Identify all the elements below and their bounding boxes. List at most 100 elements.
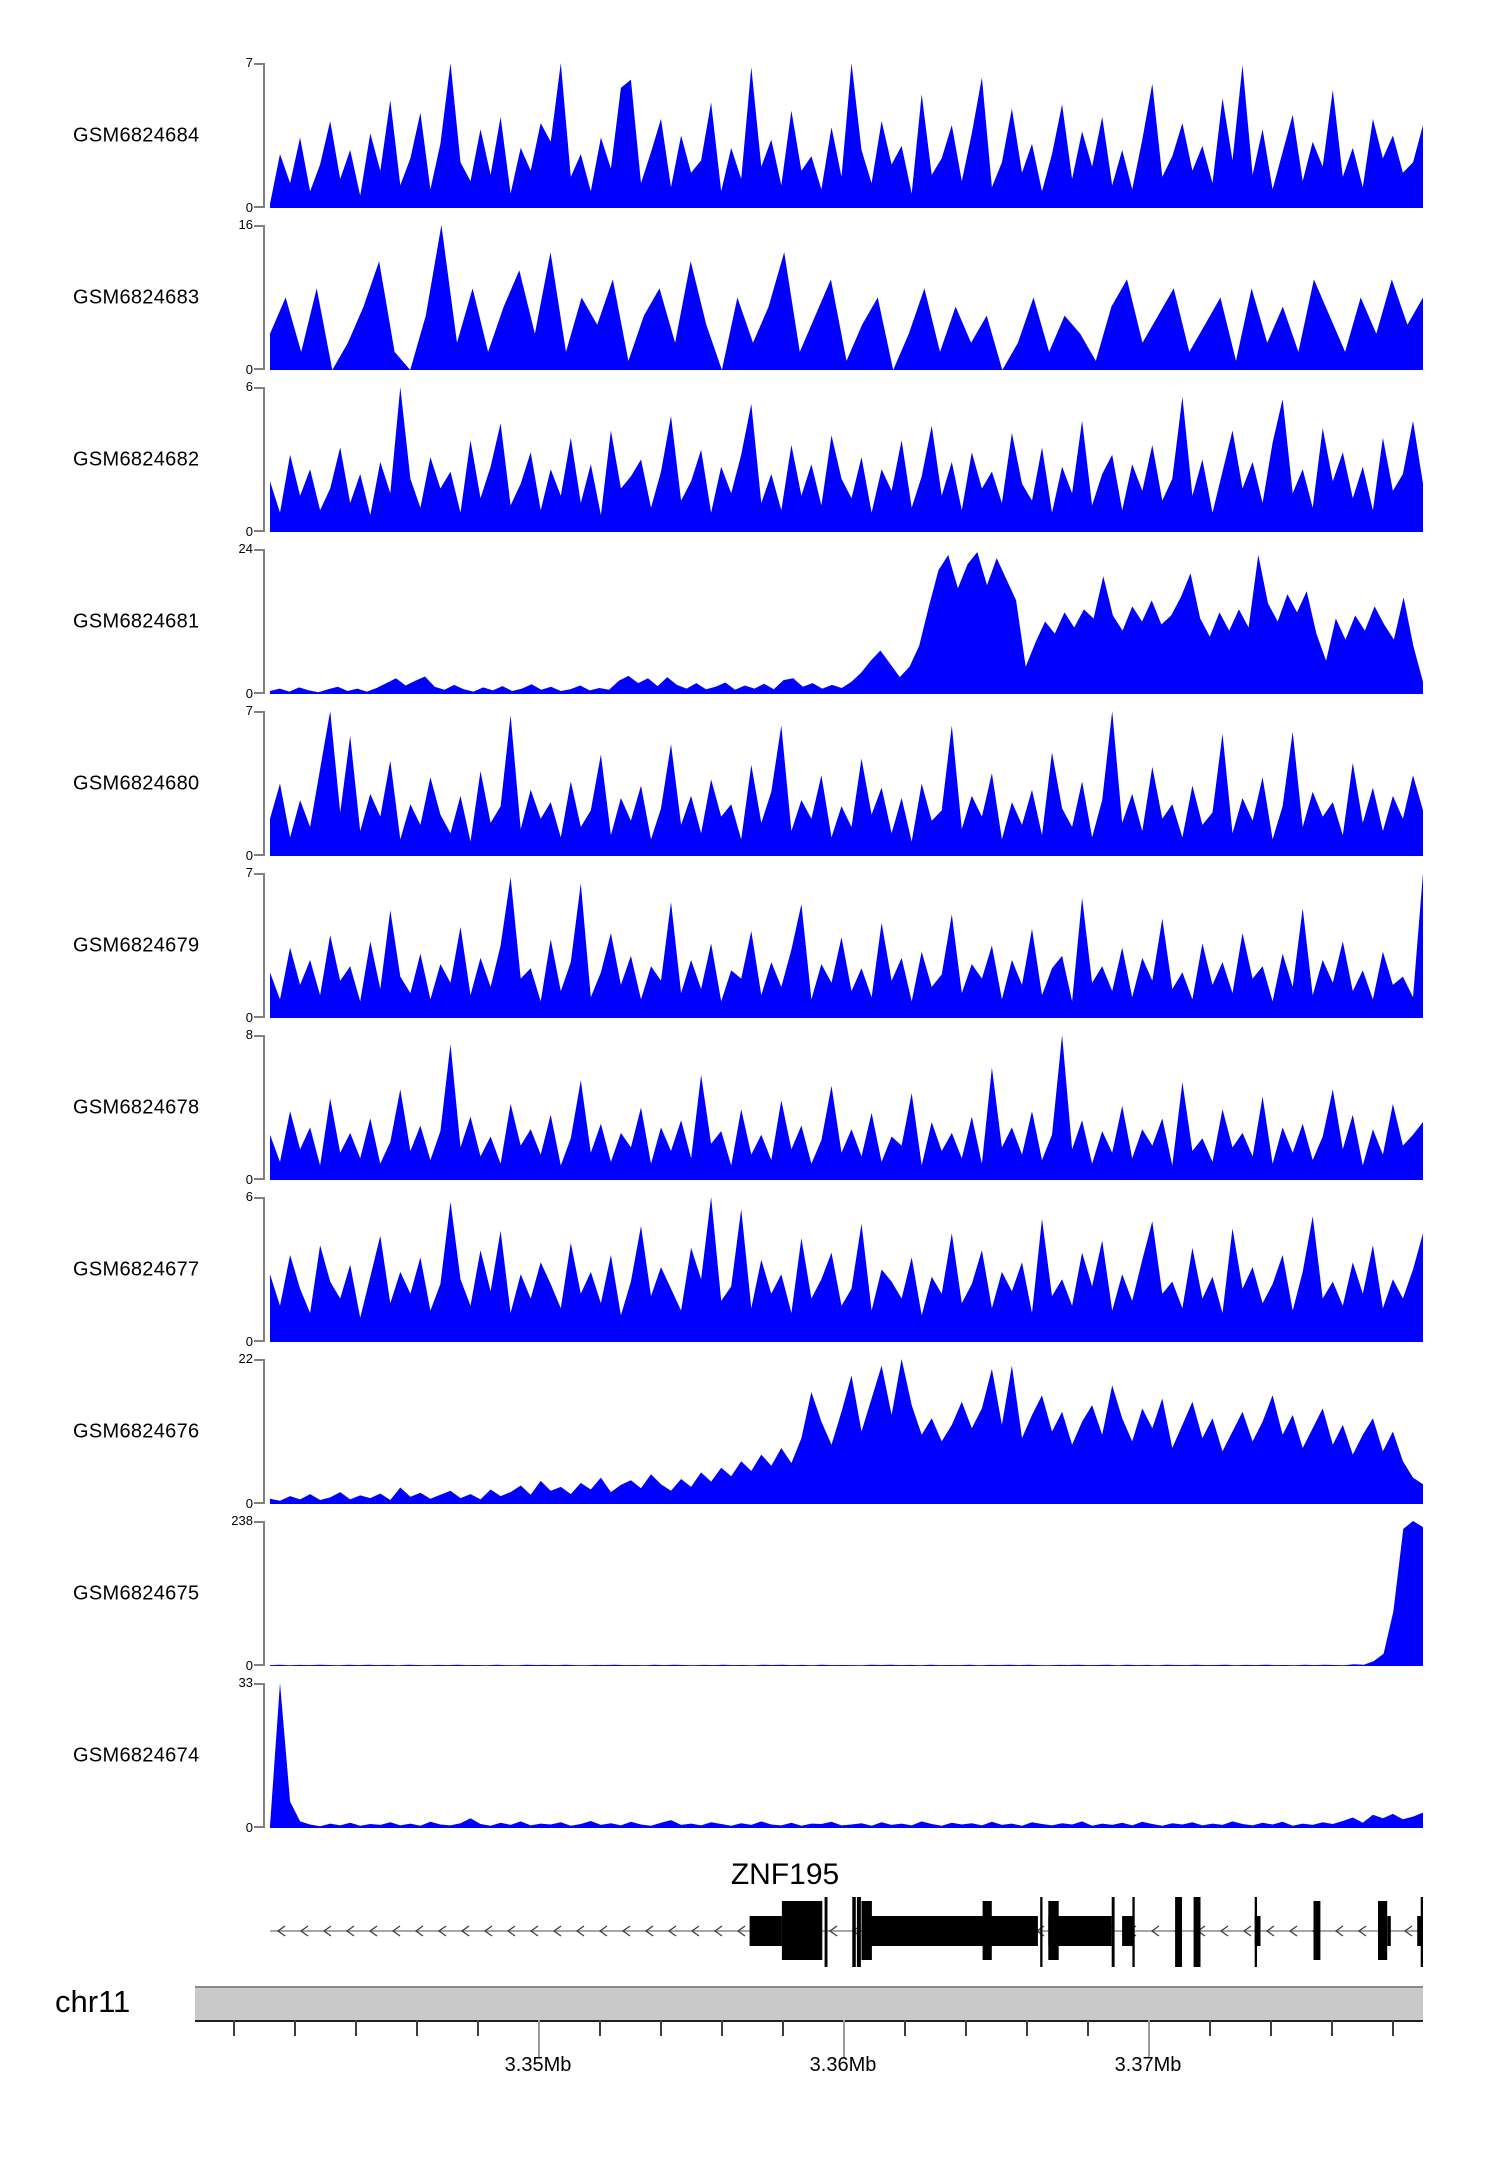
- axis-minor-tick: [1270, 2020, 1272, 2036]
- y-axis-top-tick: [254, 549, 264, 551]
- y-axis-max-label: 24: [238, 541, 253, 556]
- signal-track-row: GSM6824681 24 0: [0, 542, 1500, 701]
- y-axis-line: [263, 225, 265, 370]
- y-axis-line: [263, 1197, 265, 1342]
- axis-tick-label: 3.37Mb: [1114, 2054, 1182, 2076]
- axis-minor-tick: [416, 2020, 418, 2036]
- y-axis-bottom-tick: [254, 206, 264, 208]
- y-axis-line: [263, 1359, 265, 1504]
- y-axis-top-tick: [254, 1359, 264, 1361]
- exon-utr-box: [749, 1916, 782, 1946]
- axis-minor-tick: [1026, 2020, 1028, 2036]
- intron-direction-arrow-icon: [1334, 1925, 1344, 1937]
- axis-minor-tick: [782, 2020, 784, 2036]
- y-axis-max-label: 238: [231, 1513, 253, 1528]
- intron-direction-arrow-icon: [1288, 1925, 1298, 1937]
- y-axis-bottom-tick: [254, 1178, 264, 1180]
- y-axis-max-label: 7: [245, 865, 253, 880]
- y-axis-zero-label: 0: [245, 200, 253, 215]
- y-axis-zero-label: 0: [245, 1334, 253, 1349]
- signal-track-row: GSM6824680 7 0: [0, 704, 1500, 863]
- y-axis-max-label: 7: [245, 55, 253, 70]
- y-axis-top-tick: [254, 1035, 264, 1037]
- signal-track-row: GSM6824678 8 0: [0, 1028, 1500, 1187]
- signal-track-row: GSM6824682 6 0: [0, 380, 1500, 539]
- intron-direction-arrow-icon: [276, 1925, 286, 1937]
- intron-direction-arrow-icon: [713, 1925, 723, 1937]
- signal-track-row: GSM6824675 238 0: [0, 1514, 1500, 1673]
- exon-cds-box: [982, 1901, 992, 1960]
- intron-direction-arrow-icon: [529, 1925, 539, 1937]
- y-axis-zero-label: 0: [245, 362, 253, 377]
- y-axis-top-tick: [254, 63, 264, 65]
- y-axis-top-tick: [254, 1683, 264, 1685]
- track-sample-label: GSM6824677: [73, 1258, 200, 1280]
- intron-direction-arrow-icon: [1265, 1925, 1275, 1937]
- exon-utr-box: [1048, 1916, 1112, 1946]
- intron-direction-arrow-icon: [552, 1925, 562, 1937]
- exon-cds-box: [1378, 1901, 1388, 1960]
- y-axis-zero-label: 0: [245, 1172, 253, 1187]
- track-sample-label: GSM6824676: [73, 1420, 200, 1442]
- intron-direction-arrow-icon: [483, 1925, 493, 1937]
- coverage-area-chart: [270, 873, 1423, 1018]
- exon-tall-box: [1420, 1897, 1423, 1967]
- track-sample-label: GSM6824684: [73, 124, 200, 146]
- exon-tall-box: [1175, 1897, 1182, 1967]
- intron-direction-arrow-icon: [345, 1925, 355, 1937]
- y-axis-bottom-tick: [254, 1664, 264, 1666]
- y-axis-bottom-tick: [254, 530, 264, 532]
- exon-tall-box: [1193, 1897, 1201, 1967]
- y-axis-top-tick: [254, 1521, 264, 1523]
- exon-tall-box: [824, 1897, 828, 1967]
- track-sample-label: GSM6824675: [73, 1582, 200, 1604]
- coverage-area-chart: [270, 1683, 1423, 1828]
- track-sample-label: GSM6824680: [73, 772, 200, 794]
- y-axis-zero-label: 0: [245, 1820, 253, 1835]
- y-axis-max-label: 16: [238, 217, 253, 232]
- y-axis-bottom-tick: [254, 692, 264, 694]
- coverage-area-chart: [270, 552, 1423, 694]
- coverage-area-chart: [270, 711, 1423, 856]
- intron-direction-arrow-icon: [690, 1925, 700, 1937]
- y-axis-top-tick: [254, 387, 264, 389]
- exon-tall-box: [1040, 1897, 1043, 1967]
- axis-tick-label: 3.36Mb: [809, 2054, 877, 2076]
- y-axis-bottom-tick: [254, 1502, 264, 1504]
- y-axis-line: [263, 1035, 265, 1180]
- gene-name-label: ZNF195: [730, 1858, 840, 1891]
- y-axis-zero-label: 0: [245, 686, 253, 701]
- exon-cds-box: [1313, 1901, 1321, 1960]
- exon-cds-box: [781, 1901, 823, 1960]
- exon-cds-box: [861, 1901, 872, 1960]
- intron-direction-arrow-icon: [1219, 1925, 1229, 1937]
- axis-minor-tick: [1209, 2020, 1211, 2036]
- axis-minor-tick: [965, 2020, 967, 2036]
- axis-minor-tick: [1392, 2020, 1394, 2036]
- y-axis-line: [263, 711, 265, 856]
- axis-major-tick: [1148, 2020, 1150, 2058]
- y-axis-bottom-tick: [254, 1340, 264, 1342]
- y-axis-zero-label: 0: [245, 1010, 253, 1025]
- y-axis-bottom-tick: [254, 368, 264, 370]
- y-axis-zero-label: 0: [245, 1496, 253, 1511]
- exon-utr-box: [1122, 1916, 1133, 1946]
- track-sample-label: GSM6824679: [73, 934, 200, 956]
- y-axis-max-label: 6: [245, 1189, 253, 1204]
- intron-direction-arrow-icon: [391, 1925, 401, 1937]
- axis-major-tick: [843, 2020, 845, 2058]
- y-axis-line: [263, 63, 265, 208]
- chromosome-ideogram-bar: [195, 1986, 1423, 2022]
- intron-direction-arrow-icon: [437, 1925, 447, 1937]
- signal-track-row: GSM6824679 7 0: [0, 866, 1500, 1025]
- intron-direction-arrow-icon: [322, 1925, 332, 1937]
- exon-utr-box: [1387, 1916, 1391, 1946]
- intron-direction-arrow-icon: [667, 1925, 677, 1937]
- axis-minor-tick: [233, 2020, 235, 2036]
- axis-minor-tick: [660, 2020, 662, 2036]
- intron-direction-arrow-icon: [1150, 1925, 1160, 1937]
- coverage-area-chart: [270, 1035, 1423, 1180]
- exon-tall-box: [1254, 1897, 1257, 1967]
- y-axis-top-tick: [254, 1197, 264, 1199]
- exon-utr-box: [861, 1916, 1038, 1946]
